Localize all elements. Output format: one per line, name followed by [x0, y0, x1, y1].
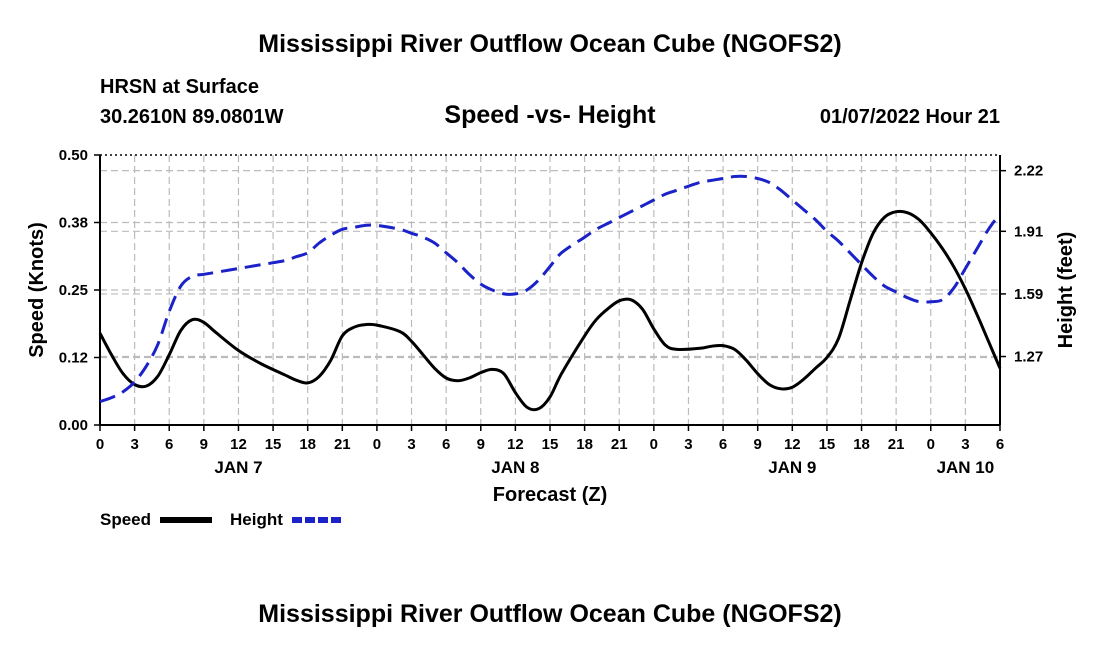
x-tick-label: 15	[265, 436, 282, 453]
y2-tick-label: 2.22	[1014, 163, 1043, 180]
y-tick-label: 0.00	[59, 417, 88, 434]
footer-title: Mississippi River Outflow Ocean Cube (NG…	[258, 600, 842, 628]
y-tick-label: 0.38	[59, 215, 88, 232]
y2-tick-label: 1.59	[1014, 286, 1043, 303]
x-tick-label: 18	[299, 436, 316, 453]
x-tick-label: 3	[961, 436, 969, 453]
x-tick-label: 18	[576, 436, 593, 453]
legend-height-label: Height	[230, 510, 283, 529]
x-tick-label: 9	[200, 436, 208, 453]
x-tick-label: 0	[96, 436, 104, 453]
x-tick-label: 6	[442, 436, 450, 453]
x-tick-label: 18	[853, 436, 870, 453]
legend-speed-label: Speed	[100, 510, 151, 529]
timestamp-label: 01/07/2022 Hour 21	[819, 106, 1000, 128]
y-tick-label: 0.12	[59, 350, 88, 367]
x-tick-label: 9	[754, 436, 762, 453]
x-tick-label: 21	[888, 436, 905, 453]
location-label: 30.2610N 89.0801W	[100, 106, 284, 128]
x-tick-label: 0	[927, 436, 935, 453]
y-tick-label: 0.50	[59, 147, 88, 164]
x-tick-label: 15	[819, 436, 836, 453]
x-tick-label: 12	[784, 436, 801, 453]
x-tick-label: 12	[507, 436, 524, 453]
y2-axis-label: Height (feet)	[1055, 232, 1077, 349]
station-label: HRSN at Surface	[100, 76, 259, 98]
x-tick-label: 6	[719, 436, 727, 453]
date-label: JAN 10	[937, 458, 995, 477]
date-label: JAN 8	[491, 458, 539, 477]
date-label: JAN 9	[768, 458, 816, 477]
x-tick-label: 3	[130, 436, 138, 453]
x-axis-label: Forecast (Z)	[493, 484, 607, 506]
x-tick-label: 12	[230, 436, 247, 453]
x-tick-label: 21	[611, 436, 628, 453]
x-tick-label: 21	[334, 436, 351, 453]
plot-title: Speed -vs- Height	[444, 101, 656, 129]
x-tick-label: 3	[684, 436, 692, 453]
speed-series-line	[98, 209, 1002, 412]
y-tick-label: 0.25	[59, 282, 88, 299]
y-axis-label: Speed (Knots)	[26, 222, 48, 358]
date-label: JAN 7	[214, 458, 262, 477]
x-tick-label: 9	[477, 436, 485, 453]
x-tick-label: 15	[542, 436, 559, 453]
main-title: Mississippi River Outflow Ocean Cube (NG…	[258, 30, 842, 58]
x-tick-label: 6	[996, 436, 1004, 453]
y2-tick-label: 1.27	[1014, 349, 1043, 366]
height-series-line	[99, 174, 1002, 403]
speed-height-chart: 0 3 6 9 12 15 18 21 0 3 6 9 12 15 18 21 0 3 6 9 12 15 18 21 0 3 6J…	[26, 147, 1077, 529]
x-tick-label: 3	[407, 436, 415, 453]
y2-tick-label: 1.91	[1014, 223, 1043, 240]
x-tick-label: 0	[650, 436, 658, 453]
x-tick-label: 0	[373, 436, 381, 453]
x-tick-label: 6	[165, 436, 173, 453]
